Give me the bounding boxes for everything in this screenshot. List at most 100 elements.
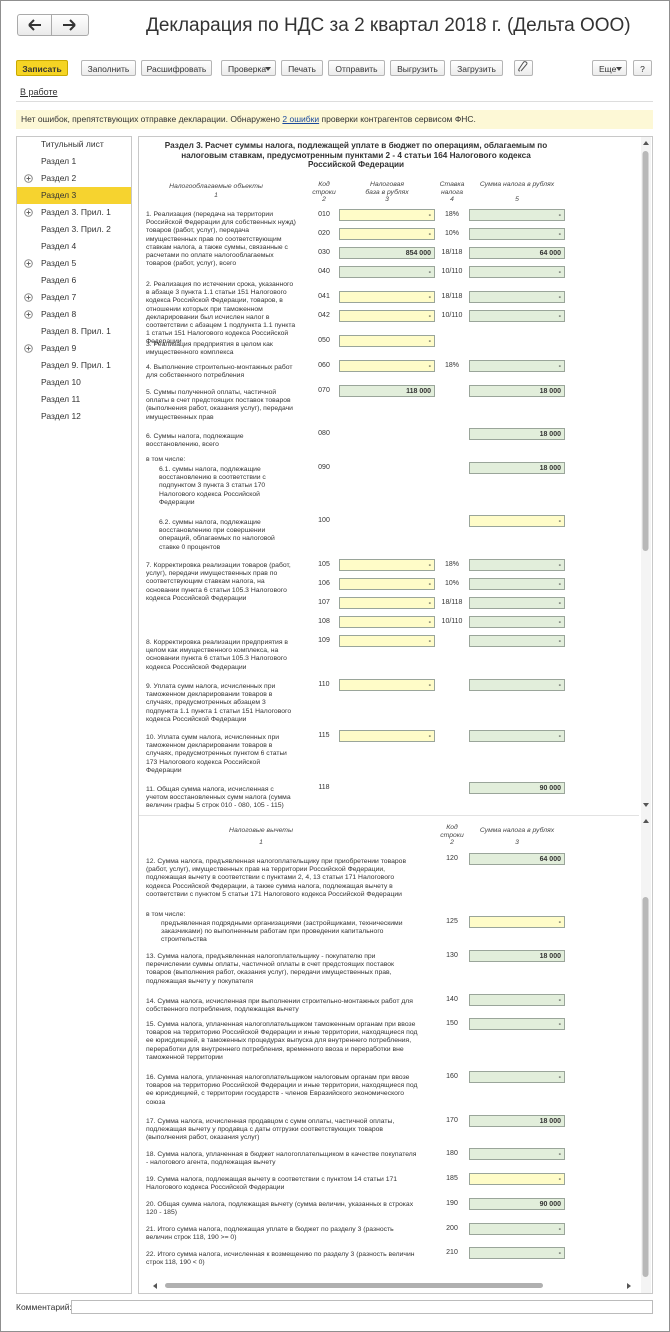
input-field[interactable]: - bbox=[469, 1247, 565, 1259]
input-field[interactable]: - bbox=[339, 360, 435, 372]
row-label: 19. Сумма налога, подлежащая вычету в со… bbox=[146, 1176, 398, 1192]
toolbar-button[interactable]: ? bbox=[633, 60, 652, 76]
row-code: 180 bbox=[446, 1150, 458, 1157]
input-field[interactable]: - bbox=[339, 597, 435, 609]
input-field[interactable]: - bbox=[339, 616, 435, 628]
input-field[interactable]: - bbox=[339, 559, 435, 571]
status-link[interactable]: В работе bbox=[20, 87, 58, 97]
input-field[interactable]: - bbox=[469, 209, 565, 221]
nav-item[interactable]: Раздел 8. Прил. 1 bbox=[41, 326, 111, 336]
toolbar-button[interactable]: Отправить bbox=[328, 60, 385, 76]
input-field[interactable]: - bbox=[469, 994, 565, 1006]
toolbar-button[interactable]: Загрузить bbox=[450, 60, 503, 76]
input-field[interactable]: - bbox=[469, 515, 565, 527]
nav-item[interactable]: Титульный лист bbox=[41, 139, 104, 149]
forward-button[interactable] bbox=[52, 14, 89, 36]
input-field[interactable]: - bbox=[469, 291, 565, 303]
nav-item[interactable]: Раздел 1 bbox=[41, 156, 77, 166]
input-field[interactable]: - bbox=[469, 360, 565, 372]
expand-icon[interactable] bbox=[24, 259, 33, 268]
nav-item[interactable]: Раздел 3. Прил. 1 bbox=[17, 204, 131, 221]
tax-rate: 18/118 bbox=[441, 599, 463, 606]
input-field[interactable]: - bbox=[469, 1148, 565, 1160]
info-link[interactable]: 2 ошибки bbox=[282, 114, 320, 124]
input-field[interactable]: - bbox=[469, 266, 565, 278]
nav-panel bbox=[16, 136, 132, 1294]
row-label: предъявленная подрядными организациями (… bbox=[161, 920, 403, 944]
expand-icon[interactable] bbox=[24, 293, 33, 302]
input-field[interactable]: - bbox=[339, 310, 435, 322]
input-field[interactable]: - bbox=[339, 679, 435, 691]
input-field[interactable]: - bbox=[339, 291, 435, 303]
row-code: 030 bbox=[318, 249, 330, 256]
input-field[interactable]: - bbox=[469, 597, 565, 609]
nav-item[interactable]: Раздел 4 bbox=[41, 241, 77, 251]
nav-item[interactable]: Раздел 2 bbox=[17, 170, 131, 187]
input-field[interactable]: - bbox=[339, 635, 435, 647]
back-button[interactable] bbox=[17, 14, 52, 36]
nav-item[interactable]: Раздел 11 bbox=[41, 394, 81, 404]
input-field[interactable]: - bbox=[469, 559, 565, 571]
row-label: 13. Сумма налога, предъявленная налогопл… bbox=[146, 953, 395, 985]
input-field[interactable]: - bbox=[469, 1071, 565, 1083]
row-code: 107 bbox=[318, 599, 330, 606]
input-field[interactable]: 90 000 bbox=[469, 1198, 565, 1210]
input-field[interactable]: - bbox=[469, 310, 565, 322]
nav-item[interactable]: Раздел 10 bbox=[41, 377, 81, 387]
toolbar-button[interactable]: Еще bbox=[592, 60, 627, 76]
input-field[interactable]: - bbox=[469, 1173, 565, 1185]
input-field[interactable]: - bbox=[339, 578, 435, 590]
row-code: 125 bbox=[446, 918, 458, 925]
input-field[interactable]: 18 000 bbox=[469, 428, 565, 440]
input-field[interactable]: - bbox=[469, 916, 565, 928]
expand-icon[interactable] bbox=[24, 174, 33, 183]
input-field[interactable]: - bbox=[469, 616, 565, 628]
input-field[interactable]: - bbox=[469, 1223, 565, 1235]
toolbar-button[interactable]: Выгрузить bbox=[390, 60, 445, 76]
nav-item[interactable]: Раздел 5 bbox=[17, 255, 131, 272]
input-field[interactable]: 18 000 bbox=[469, 1115, 565, 1127]
toolbar-button[interactable]: Печать bbox=[281, 60, 323, 76]
toolbar-button[interactable]: Заполнить bbox=[81, 60, 136, 76]
tax-rate: 10/110 bbox=[441, 268, 463, 275]
input-field[interactable]: 64 000 bbox=[469, 247, 565, 259]
input-field[interactable]: - bbox=[339, 335, 435, 347]
toolbar-button[interactable]: Записать bbox=[16, 60, 68, 76]
input-field[interactable]: - bbox=[339, 266, 435, 278]
nav-item[interactable]: Раздел 7 bbox=[17, 289, 131, 306]
input-field[interactable]: - bbox=[469, 1018, 565, 1030]
input-field[interactable]: - bbox=[339, 228, 435, 240]
input-field[interactable]: 118 000 bbox=[339, 385, 435, 397]
expand-icon[interactable] bbox=[24, 344, 33, 353]
nav-item[interactable]: Раздел 6 bbox=[41, 275, 77, 285]
attach-button[interactable] bbox=[514, 60, 533, 76]
input-field[interactable]: - bbox=[339, 730, 435, 742]
nav-item[interactable]: Раздел 9 bbox=[17, 340, 131, 357]
input-field[interactable]: 64 000 bbox=[469, 853, 565, 865]
nav-item[interactable]: Раздел 3. Прил. 2 bbox=[41, 224, 111, 234]
input-field[interactable]: 18 000 bbox=[469, 462, 565, 474]
expand-icon[interactable] bbox=[24, 208, 33, 217]
nav-item[interactable]: Раздел 8 bbox=[17, 306, 131, 323]
input-field[interactable]: 854 000 bbox=[339, 247, 435, 259]
input-field[interactable]: - bbox=[469, 635, 565, 647]
nav-item[interactable]: Раздел 3 bbox=[17, 187, 131, 204]
row-code: 020 bbox=[318, 230, 330, 237]
row-label: 4. Выполнение строительно-монтажных рабо… bbox=[146, 364, 293, 380]
input-field[interactable]: - bbox=[469, 730, 565, 742]
input-field[interactable]: - bbox=[469, 228, 565, 240]
input-field[interactable]: - bbox=[339, 209, 435, 221]
toolbar-button[interactable]: Расшифровать bbox=[141, 60, 212, 76]
nav-item[interactable]: Раздел 9. Прил. 1 bbox=[41, 360, 111, 370]
expand-icon[interactable] bbox=[24, 310, 33, 319]
input-field[interactable]: 18 000 bbox=[469, 385, 565, 397]
nav-item[interactable]: Раздел 12 bbox=[41, 411, 81, 421]
row-code: 120 bbox=[446, 855, 458, 862]
toolbar-button[interactable]: Проверка bbox=[221, 60, 276, 76]
input-field[interactable]: 18 000 bbox=[469, 950, 565, 962]
row-code: 185 bbox=[446, 1175, 458, 1182]
input-field[interactable]: 90 000 bbox=[469, 782, 565, 794]
input-field[interactable]: - bbox=[469, 578, 565, 590]
comment-input[interactable] bbox=[71, 1300, 653, 1314]
input-field[interactable]: - bbox=[469, 679, 565, 691]
